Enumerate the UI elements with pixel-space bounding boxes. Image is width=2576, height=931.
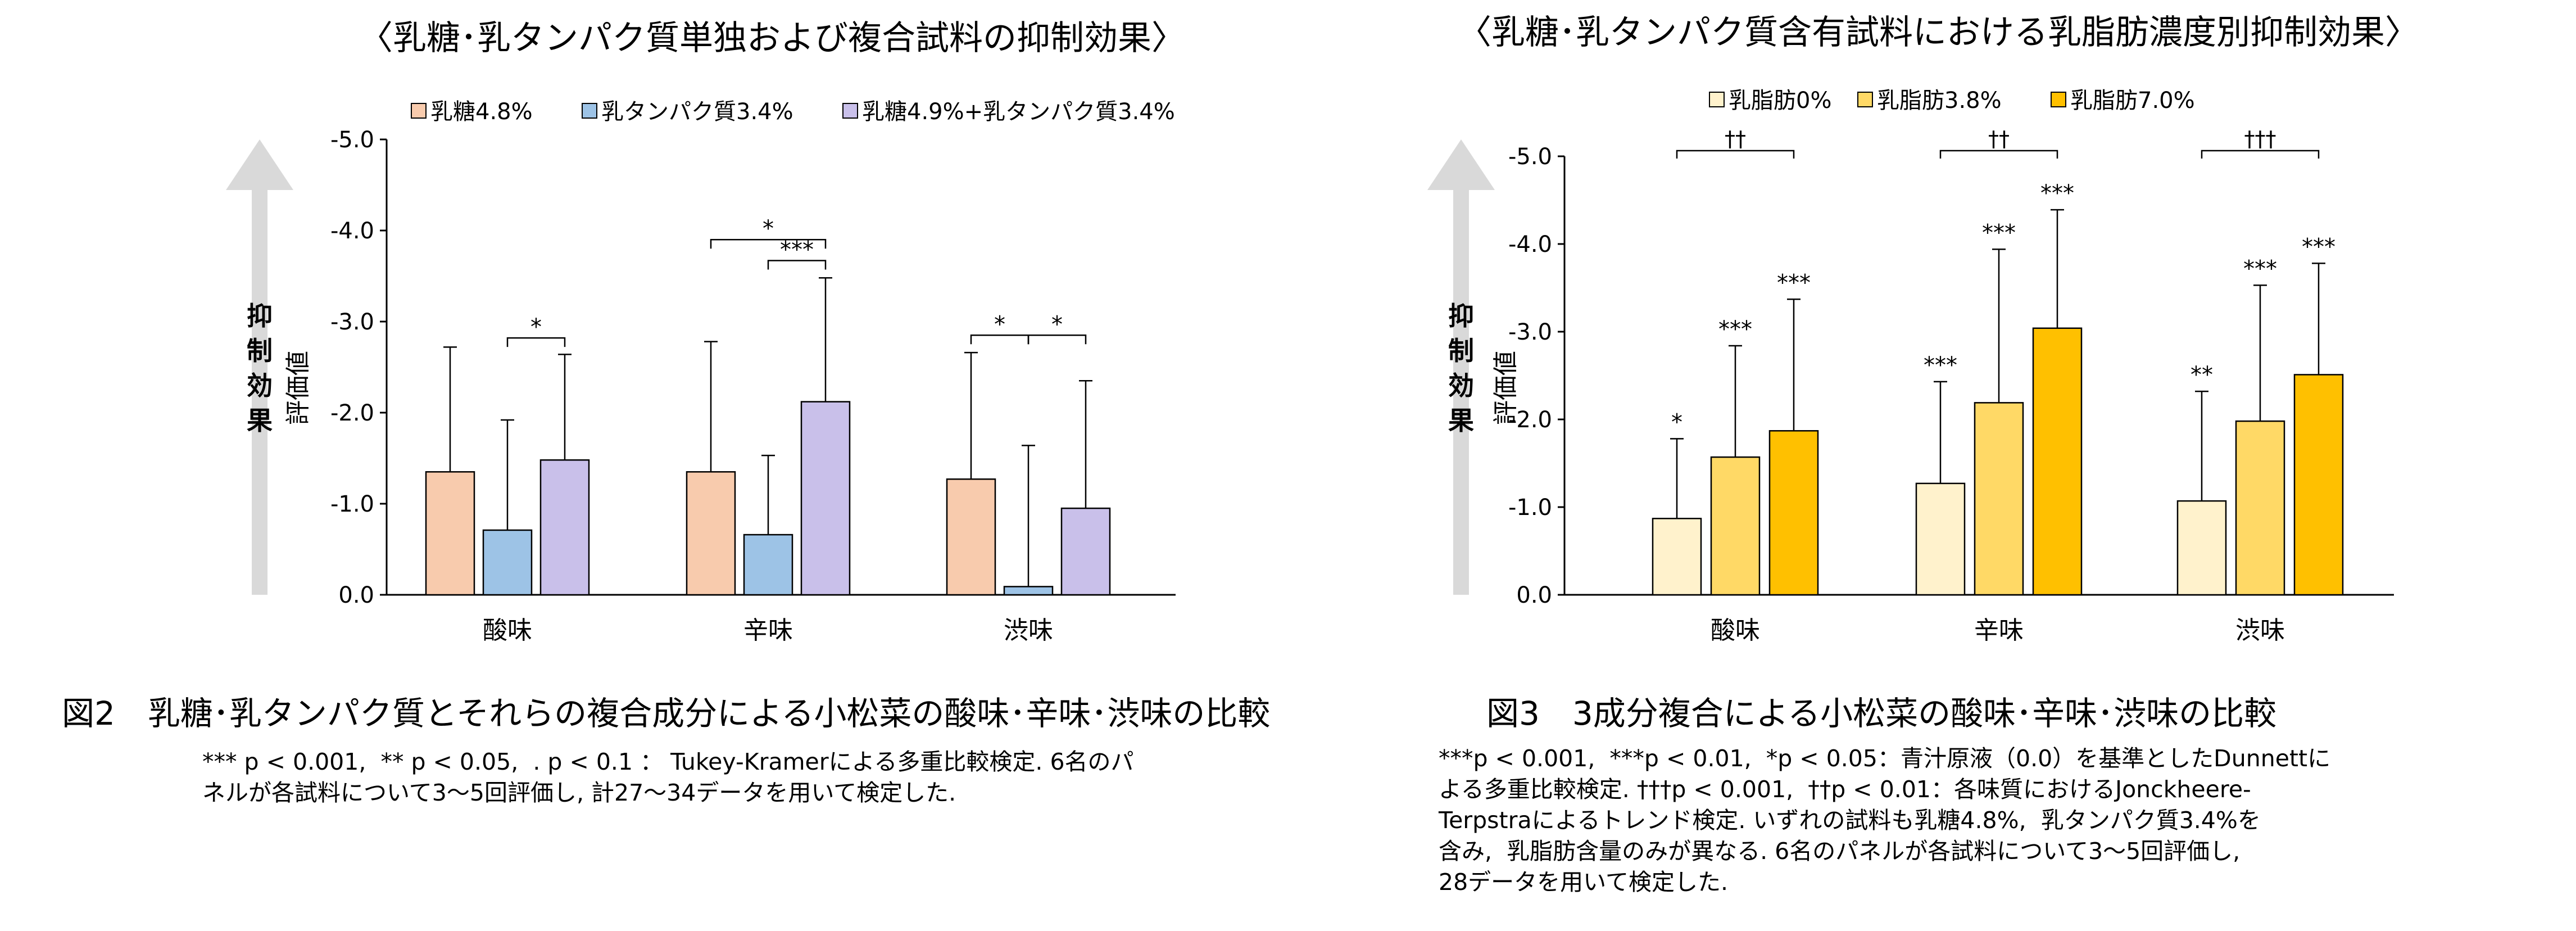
undefined-legend-swatch xyxy=(411,103,427,119)
undefined-comparison-bracket xyxy=(506,337,566,347)
undefined-sig-label: *** xyxy=(1982,220,2016,246)
undefined-y-tick-label: 0.0 xyxy=(338,582,374,608)
undefined-legend-label: 乳糖4.9%+乳タンパク質3.4% xyxy=(862,99,1175,125)
undefined-arrow-label-char: 抑 xyxy=(1448,301,1474,331)
undefined-y-tick-label: -4.0 xyxy=(1508,232,1552,257)
undefined-bar xyxy=(743,534,793,596)
undefined-comparison-label: *** xyxy=(780,237,814,263)
undefined-comparison-bracket xyxy=(1027,335,1087,345)
undefined-trend-bracket xyxy=(1939,150,2058,159)
undefined-trend-label: ††† xyxy=(2244,126,2276,151)
undefined-comparison-bracket xyxy=(710,238,827,249)
undefined-bar xyxy=(946,478,996,596)
undefined-legend-label: 乳脂肪0% xyxy=(1729,88,1831,114)
chart2-title: 〈乳糖･乳タンパク質含有試料における乳脂肪濃度別抑制効果〉 xyxy=(1458,13,2419,52)
undefined-trend-bracket xyxy=(1676,150,1795,159)
undefined-arrow-label-char: 効 xyxy=(247,370,273,401)
undefined-bar xyxy=(425,471,475,596)
undefined-bar xyxy=(1652,518,1702,596)
undefined-y-tick-label: -3.0 xyxy=(1508,319,1552,345)
undefined-bar xyxy=(482,529,533,596)
undefined-x-tick-label: 渋味 xyxy=(2235,616,2285,645)
undefined-bar xyxy=(2032,327,2083,596)
undefined-comparison-label: * xyxy=(994,311,1005,337)
undefined-legend-swatch xyxy=(582,103,597,119)
undefined-sig-label: * xyxy=(1671,409,1682,435)
undefined-x-tick-label: 酸味 xyxy=(483,616,532,645)
undefined-x-tick-label: 辛味 xyxy=(1974,616,2024,645)
undefined-trend-label: †† xyxy=(1988,126,2010,151)
undefined-up-arrow xyxy=(1427,139,1495,595)
undefined-sig-label: ** xyxy=(2190,362,2213,388)
undefined-comparison-label: * xyxy=(530,314,542,340)
undefined-legend-label: 乳タンパク質3.4% xyxy=(601,99,793,125)
undefined-x-tick-label: 渋味 xyxy=(1004,616,1053,645)
undefined-sig-label: *** xyxy=(1718,317,1752,342)
undefined-legend-swatch xyxy=(842,103,858,119)
undefined-bar xyxy=(1768,430,1819,596)
undefined-y-tick-label: -4.0 xyxy=(330,218,374,244)
undefined-arrow-label-char: 制 xyxy=(1448,336,1474,366)
figure3-caption: 図3 3成分複合による小松菜の酸味･辛味･渋味の比較 xyxy=(1486,694,2277,733)
undefined-y-tick-label: -2.0 xyxy=(1508,407,1552,433)
undefined-y-tick-label: -1.0 xyxy=(330,491,374,517)
undefined-sig-label: *** xyxy=(2040,180,2074,206)
chart2-plot: 抑制効果 評価値 -5.0 -4.0 -3.0 -2.0 -1.0 0.0 乳脂肪0% 乳脂肪3.… xyxy=(1427,88,2394,645)
figure2-note: *** p < 0.001, ** p < 0.05, . p < 0.1 ： … xyxy=(202,748,1134,806)
undefined-sig-label: *** xyxy=(1924,352,1957,378)
undefined-x-tick-label: 辛味 xyxy=(743,616,793,645)
undefined-y-tick-label: -1.0 xyxy=(1508,495,1552,521)
undefined-bar xyxy=(539,459,590,596)
undefined-y-tick-label: -2.0 xyxy=(330,400,374,426)
undefined-bar xyxy=(686,471,736,596)
undefined-bar xyxy=(800,401,851,596)
undefined-y-tick-label: -5.0 xyxy=(330,127,374,153)
undefined-bar xyxy=(1710,456,1761,596)
undefined-y-axis-label: 評価値 xyxy=(284,351,312,425)
undefined-comparison-label: * xyxy=(1051,311,1063,337)
undefined-bar xyxy=(1974,402,2024,596)
undefined-sig-label: *** xyxy=(2302,234,2335,260)
undefined-y-axis-label: 評価値 xyxy=(1491,351,1520,425)
undefined-bar xyxy=(2235,420,2285,596)
undefined-arrow-label-char: 抑 xyxy=(247,301,273,331)
undefined-comparison-bracket xyxy=(767,260,827,270)
undefined-comparison-label: * xyxy=(763,216,774,242)
undefined-arrow-label-char: 効 xyxy=(1448,370,1474,401)
undefined-trend-label: †† xyxy=(1725,126,1746,151)
chart1-plot: 抑制効果 評価値 -5.0 -4.0 -3.0 -2.0 -1.0 0.0 乳糖4.8% 乳タンパ… xyxy=(226,99,1176,645)
undefined-y-tick-label: 0.0 xyxy=(1516,582,1552,608)
undefined-arrow-label-char: 果 xyxy=(247,405,273,436)
figure2-caption: 図2 乳糖･乳タンパク質とそれらの複合成分による小松菜の酸味･辛味･渋味の比較 xyxy=(62,694,1271,733)
undefined-legend-swatch xyxy=(1857,92,1873,107)
undefined-up-arrow xyxy=(226,139,293,595)
undefined-y-tick-label: -5.0 xyxy=(1508,144,1552,170)
figure3-note: ***p < 0.001, ***p < 0.01, *p < 0.05：青汁原… xyxy=(1439,745,2331,896)
undefined-trend-bracket xyxy=(2201,150,2320,159)
undefined-bar xyxy=(2176,500,2227,596)
undefined-sig-label: *** xyxy=(1777,270,1811,296)
chart1: 〈乳糖･乳タンパク質単独および複合試料の抑制効果〉 抑制効果 評価値 -5.0 -4.… xyxy=(226,19,1185,645)
undefined-sig-label: *** xyxy=(2243,256,2277,282)
undefined-bar xyxy=(1060,507,1111,596)
undefined-bar xyxy=(1915,482,1966,596)
undefined-y-tick-label: -3.0 xyxy=(330,309,374,335)
undefined-bar xyxy=(2293,374,2344,596)
undefined-arrow-label-char: 果 xyxy=(1448,405,1474,436)
undefined-legend-swatch xyxy=(1709,92,1725,107)
undefined-legend-label: 乳脂肪3.8% xyxy=(1877,88,2002,114)
chart2: 〈乳糖･乳タンパク質含有試料における乳脂肪濃度別抑制効果〉 抑制効果 評価値 -5.… xyxy=(1427,13,2419,645)
undefined-bar xyxy=(1003,586,1054,596)
chart1-title: 〈乳糖･乳タンパク質単独および複合試料の抑制効果〉 xyxy=(359,19,1185,58)
undefined-legend-label: 乳糖4.8% xyxy=(430,99,533,125)
undefined-legend-swatch xyxy=(2051,92,2066,107)
undefined-legend-label: 乳脂肪7.0% xyxy=(2070,88,2195,114)
undefined-arrow-label-char: 制 xyxy=(247,336,273,366)
undefined-x-tick-label: 酸味 xyxy=(1711,616,1760,645)
